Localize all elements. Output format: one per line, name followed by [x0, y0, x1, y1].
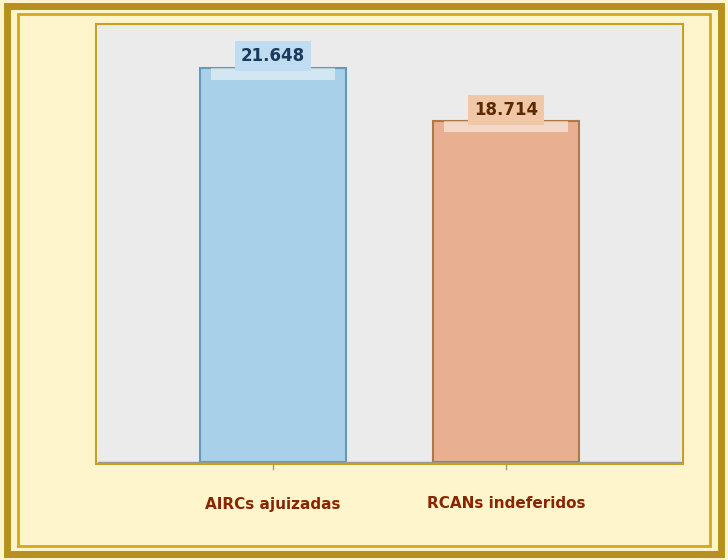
Text: AIRCs ajuizadas: AIRCs ajuizadas [205, 497, 341, 511]
Bar [211, 68, 335, 80]
Bar [444, 122, 568, 132]
Text: RCANs indeferidos: RCANs indeferidos [427, 497, 585, 511]
Bar [433, 122, 579, 462]
Bar [200, 68, 346, 462]
Text: 18.714: 18.714 [474, 101, 538, 119]
Text: 21.648: 21.648 [241, 47, 305, 66]
